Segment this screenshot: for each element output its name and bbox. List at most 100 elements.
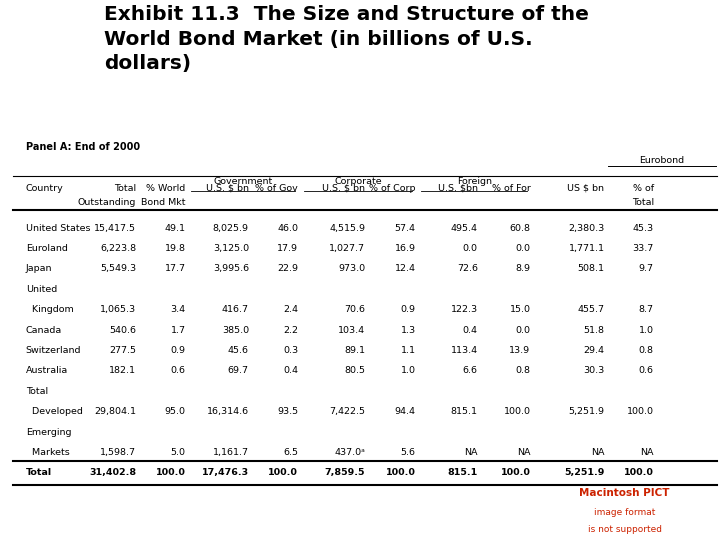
Text: 6.6: 6.6	[463, 366, 477, 375]
Text: 16,314.6: 16,314.6	[207, 407, 249, 416]
Text: 100.0: 100.0	[503, 407, 531, 416]
Text: Developed: Developed	[26, 407, 83, 416]
Text: 416.7: 416.7	[222, 305, 249, 314]
Text: 1,027.7: 1,027.7	[329, 244, 365, 253]
Text: 7,859.5: 7,859.5	[325, 468, 365, 477]
Text: 46.0: 46.0	[277, 224, 298, 233]
Text: 973.0: 973.0	[338, 265, 365, 273]
Text: 0.4: 0.4	[283, 366, 298, 375]
Text: 100.0: 100.0	[269, 468, 298, 477]
Text: 11-14    © 2012 Pearson Education, Inc. All rights reserved.: 11-14 © 2012 Pearson Education, Inc. All…	[9, 515, 300, 525]
Text: 1.0: 1.0	[401, 366, 415, 375]
Text: U.S. $ bn: U.S. $ bn	[206, 184, 249, 193]
Text: Panel A: End of 2000: Panel A: End of 2000	[26, 142, 140, 152]
Text: Kingdom: Kingdom	[26, 305, 73, 314]
Text: 1,598.7: 1,598.7	[100, 448, 136, 457]
Text: Canada: Canada	[26, 326, 62, 335]
Text: NA: NA	[464, 448, 477, 457]
Text: NA: NA	[640, 448, 654, 457]
Text: 3,125.0: 3,125.0	[212, 244, 249, 253]
Text: 2.2: 2.2	[283, 326, 298, 335]
Text: 0.8: 0.8	[516, 366, 531, 375]
Text: % of Gov: % of Gov	[256, 184, 298, 193]
Text: 1.0: 1.0	[639, 326, 654, 335]
Text: 8,025.9: 8,025.9	[213, 224, 249, 233]
Text: 455.7: 455.7	[577, 305, 605, 314]
Text: 1,771.1: 1,771.1	[569, 244, 605, 253]
Text: 1.1: 1.1	[401, 346, 415, 355]
Text: % of: % of	[633, 184, 654, 193]
Text: 7,422.5: 7,422.5	[329, 407, 365, 416]
Text: 0.3: 0.3	[283, 346, 298, 355]
Text: 0.6: 0.6	[171, 366, 186, 375]
Text: Exhibit 11.3  The Size and Structure of the
World Bond Market (in billions of U.: Exhibit 11.3 The Size and Structure of t…	[104, 5, 589, 73]
Text: 5,251.9: 5,251.9	[564, 468, 605, 477]
Text: 60.8: 60.8	[510, 224, 531, 233]
Text: Country: Country	[26, 184, 63, 193]
Text: 49.1: 49.1	[164, 224, 186, 233]
Text: 5.0: 5.0	[171, 448, 186, 457]
Text: 0.6: 0.6	[639, 366, 654, 375]
Text: Japan: Japan	[26, 265, 52, 273]
Text: 1,161.7: 1,161.7	[213, 448, 249, 457]
Text: 1,065.3: 1,065.3	[100, 305, 136, 314]
Text: Total: Total	[26, 387, 48, 396]
Text: 80.5: 80.5	[344, 366, 365, 375]
Text: Government: Government	[213, 177, 272, 186]
Text: 16.9: 16.9	[395, 244, 415, 253]
Text: 12.4: 12.4	[395, 265, 415, 273]
Text: 113.4: 113.4	[451, 346, 477, 355]
Text: 51.8: 51.8	[583, 326, 605, 335]
Text: % of For: % of For	[492, 184, 531, 193]
Text: Outstanding: Outstanding	[78, 198, 136, 207]
Text: 6.5: 6.5	[283, 448, 298, 457]
Text: 0.0: 0.0	[463, 244, 477, 253]
Text: % of Corp: % of Corp	[369, 184, 415, 193]
Text: 1.7: 1.7	[171, 326, 186, 335]
Text: Macintosh PICT: Macintosh PICT	[580, 488, 670, 498]
Text: 29.4: 29.4	[583, 346, 605, 355]
Text: 9.7: 9.7	[639, 265, 654, 273]
Text: NA: NA	[517, 448, 531, 457]
Text: 8.9: 8.9	[516, 265, 531, 273]
Text: Total: Total	[26, 468, 52, 477]
Text: 70.6: 70.6	[344, 305, 365, 314]
Text: Corporate: Corporate	[334, 177, 382, 186]
Text: 0.9: 0.9	[401, 305, 415, 314]
Text: 13.9: 13.9	[509, 346, 531, 355]
Text: Foreign: Foreign	[456, 177, 492, 186]
Text: Eurobond: Eurobond	[639, 156, 685, 165]
Text: Bond Mkt: Bond Mkt	[141, 198, 186, 207]
Text: 815.1: 815.1	[447, 468, 477, 477]
Text: 182.1: 182.1	[109, 366, 136, 375]
Text: U.S. $bn: U.S. $bn	[438, 184, 477, 193]
Text: US $ bn: US $ bn	[567, 184, 605, 193]
Text: 277.5: 277.5	[109, 346, 136, 355]
Text: 69.7: 69.7	[228, 366, 249, 375]
Text: 0.0: 0.0	[516, 244, 531, 253]
Text: 0.4: 0.4	[463, 326, 477, 335]
Text: 495.4: 495.4	[451, 224, 477, 233]
Text: 72.6: 72.6	[456, 265, 477, 273]
Text: 0.0: 0.0	[516, 326, 531, 335]
Text: Markets: Markets	[26, 448, 69, 457]
Text: 19.8: 19.8	[164, 244, 186, 253]
Text: Total: Total	[631, 198, 654, 207]
Text: 17.9: 17.9	[277, 244, 298, 253]
Text: 94.4: 94.4	[395, 407, 415, 416]
Text: 93.5: 93.5	[277, 407, 298, 416]
Text: 30.3: 30.3	[583, 366, 605, 375]
Text: 3,995.6: 3,995.6	[212, 265, 249, 273]
Text: 103.4: 103.4	[338, 326, 365, 335]
Text: 5,549.3: 5,549.3	[100, 265, 136, 273]
Text: 4,515.9: 4,515.9	[329, 224, 365, 233]
Text: 385.0: 385.0	[222, 326, 249, 335]
Text: Total: Total	[114, 184, 136, 193]
Text: 100.0: 100.0	[500, 468, 531, 477]
Text: United: United	[26, 285, 57, 294]
Text: 22.9: 22.9	[277, 265, 298, 273]
Text: % World: % World	[146, 184, 186, 193]
Text: 29,804.1: 29,804.1	[94, 407, 136, 416]
Text: United States: United States	[26, 224, 90, 233]
Text: 8.7: 8.7	[639, 305, 654, 314]
